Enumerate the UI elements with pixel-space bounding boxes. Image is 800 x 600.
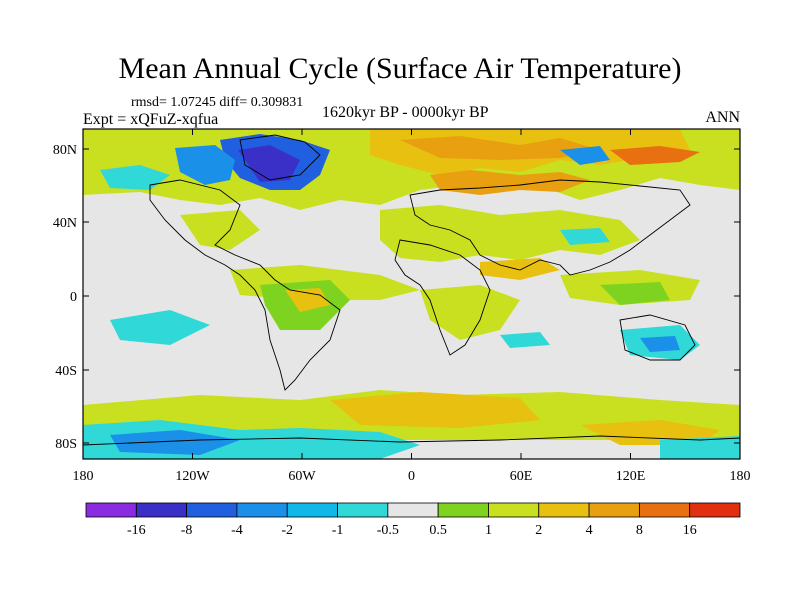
anomaly-field (83, 129, 740, 459)
lat-tick-marks (83, 148, 740, 444)
region-south-pacific-cool (110, 310, 210, 345)
lat-label-80s: 80S (55, 437, 77, 452)
colorbar-label: -4 (231, 523, 243, 538)
lon-label-120w: 120W (175, 469, 210, 484)
lat-label-0: 0 (70, 290, 77, 305)
colorbar-label: -1 (332, 523, 344, 538)
period-label: 1620kyr BP - 0000kyr BP (322, 104, 489, 121)
lat-label-80n: 80N (53, 143, 77, 158)
colorbar-swatch (337, 502, 389, 518)
colorbar-label: 0.5 (429, 523, 447, 538)
colorbar-swatch (236, 502, 288, 518)
colorbar-swatch (538, 502, 590, 518)
colorbar-swatch (488, 502, 540, 518)
colorbar-swatch (387, 502, 439, 518)
lon-label-180e: 180 (730, 469, 751, 484)
region-indian-ocean-cool (500, 332, 550, 348)
lon-label-180w: 180 (73, 469, 94, 484)
lon-label-0: 0 (408, 469, 415, 484)
region-southern-ocean-warm (330, 392, 540, 428)
season-label: ANN (705, 109, 740, 126)
colorbar-swatch (638, 502, 691, 518)
region-arabia-warm (480, 258, 560, 280)
region-siberia-cold-spot (560, 146, 610, 165)
colorbar-label: -16 (127, 523, 146, 538)
colorbar (85, 502, 741, 518)
lon-label-120e: 120E (616, 469, 646, 484)
colorbar-swatch (135, 502, 188, 518)
lat-label-40s: 40S (55, 364, 77, 379)
colorbar-swatch (85, 502, 137, 518)
experiment-label: Expt = xQFuZ-xqfua (83, 111, 219, 128)
colorbar-swatch (186, 502, 238, 518)
coastlines (83, 134, 740, 446)
region-north-america-positive (180, 210, 260, 250)
colorbar-label: -0.5 (377, 523, 399, 538)
region-canada-cold (175, 145, 235, 185)
region-amazon-warm (285, 288, 330, 312)
lon-label-60e: 60E (510, 469, 533, 484)
colorbar-label: 4 (586, 523, 593, 538)
region-greenland-core (238, 145, 300, 182)
colorbar-label: -8 (181, 523, 193, 538)
region-antarctica-cold (110, 430, 240, 455)
region-tibet-cool (560, 228, 610, 245)
lat-tick-labels: 80N 40N 0 40S 80S (53, 143, 77, 452)
colorbar-label: 8 (636, 523, 643, 538)
region-indonesia-positive (600, 282, 670, 305)
colorbar-swatch (588, 502, 640, 518)
colorbar-label: 16 (683, 523, 697, 538)
region-east-siberia-hot (610, 146, 700, 165)
lat-label-40n: 40N (53, 216, 77, 231)
region-alaska-cool (100, 165, 170, 190)
colorbar-label: -2 (281, 523, 293, 538)
colorbar-swatch (437, 502, 489, 518)
lon-label-60w: 60W (288, 469, 316, 484)
colorbar-label: 2 (535, 523, 542, 538)
region-asia-positive (380, 205, 640, 262)
region-australia-cold (640, 336, 680, 352)
lon-tick-labels: 180 120W 60W 0 60E 120E 180 (73, 469, 751, 484)
region-antarctica-east-cool (660, 436, 740, 459)
colorbar-label: 1 (485, 523, 492, 538)
page-title: Mean Annual Cycle (Surface Air Temperatu… (118, 52, 682, 85)
stats-text: rmsd= 1.07245 diff= 0.309831 (131, 95, 304, 110)
colorbar-labels: -16 -8 -4 -2 -1 -0.5 0.5 1 2 4 8 16 (127, 523, 697, 538)
lon-tick-marks (82, 129, 741, 459)
region-africa-positive (420, 285, 520, 340)
colorbar-swatch (286, 502, 338, 518)
region-arctic-warm (400, 136, 600, 160)
colorbar-swatch (689, 502, 741, 518)
